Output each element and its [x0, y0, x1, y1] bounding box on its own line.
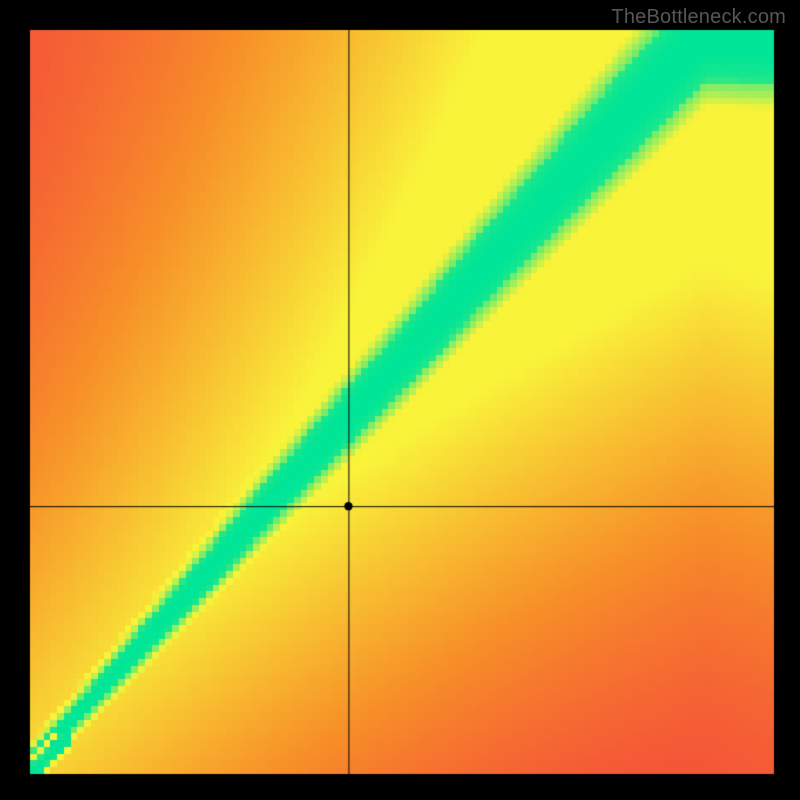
- bottleneck-heatmap-canvas: [0, 0, 800, 800]
- watermark-text: TheBottleneck.com: [611, 6, 786, 29]
- chart-container: TheBottleneck.com: [0, 0, 800, 800]
